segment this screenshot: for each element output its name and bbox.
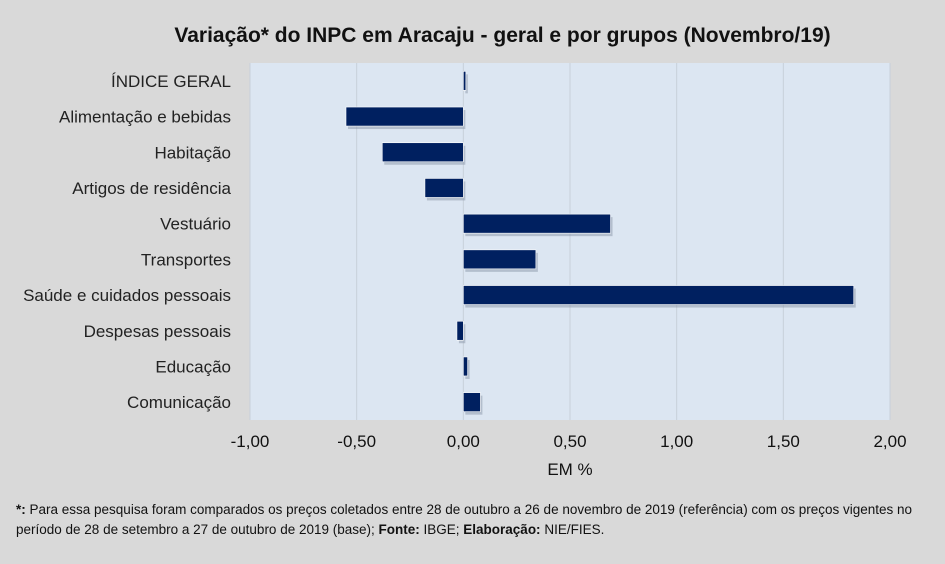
category-label: Transportes bbox=[141, 250, 231, 269]
chart-title: Variação* do INPC em Aracaju - geral e p… bbox=[174, 24, 831, 47]
bar bbox=[463, 356, 468, 377]
category-label: Despesas pessoais bbox=[84, 322, 231, 341]
source-label: Fonte: bbox=[378, 522, 420, 537]
bar bbox=[463, 213, 611, 234]
x-tick-label: -0,50 bbox=[337, 432, 376, 451]
category-label: ÍNDICE GERAL bbox=[111, 72, 231, 91]
x-tick-label: 0,00 bbox=[447, 432, 480, 451]
x-tick-label: 1,50 bbox=[767, 432, 800, 451]
category-label: Vestuário bbox=[160, 215, 231, 234]
bar bbox=[424, 178, 464, 198]
category-label: Alimentação e bebidas bbox=[59, 108, 231, 127]
footnote-text: Para essa pesquisa foram comparados os p… bbox=[16, 502, 913, 537]
bar-shadow bbox=[465, 74, 468, 94]
x-tick-label: 1,00 bbox=[660, 432, 693, 451]
category-label: Comunicação bbox=[127, 393, 231, 412]
x-tick-label: -1,00 bbox=[231, 432, 270, 451]
footnote-star: *: bbox=[16, 502, 26, 517]
bar bbox=[463, 71, 467, 91]
bar bbox=[463, 285, 855, 305]
bar bbox=[345, 106, 464, 127]
bar bbox=[463, 392, 481, 412]
category-label: Saúde e cuidados pessoais bbox=[23, 286, 231, 305]
x-tick-label: 0,50 bbox=[553, 432, 586, 451]
elaboration-label: Elaboração: bbox=[463, 522, 541, 537]
category-label: Educação bbox=[155, 357, 231, 376]
bar bbox=[381, 142, 464, 163]
category-label: Artigos de residência bbox=[72, 179, 231, 198]
bar bbox=[463, 249, 537, 270]
elaboration-value: NIE/FIES. bbox=[540, 522, 605, 537]
footnote: *: Para essa pesquisa foram comparados o… bbox=[16, 500, 931, 540]
x-axis-label: EM % bbox=[547, 460, 592, 479]
x-tick-label: 2,00 bbox=[873, 432, 906, 451]
source-value: IBGE; bbox=[419, 522, 464, 537]
bar bbox=[456, 320, 464, 341]
category-label: Habitação bbox=[154, 143, 231, 162]
